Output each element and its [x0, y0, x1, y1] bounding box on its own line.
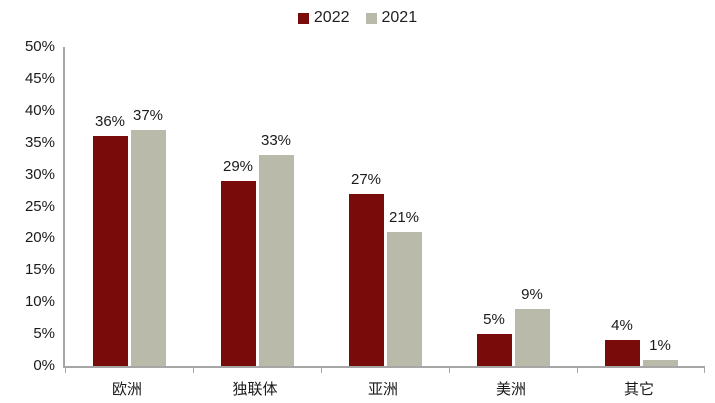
- y-tick-label: 50%: [24, 38, 55, 55]
- category-label-亚洲: 亚洲: [367, 381, 398, 398]
- legend-label: 2022: [313, 9, 350, 26]
- y-tick-label: 45%: [24, 69, 55, 87]
- bar-2021-其它: [642, 359, 678, 366]
- bar-value-label: 27%: [350, 170, 382, 188]
- category-label-独联体: 独联体: [232, 381, 278, 398]
- legend-label: 2021: [381, 9, 418, 26]
- y-tick-label: 35%: [24, 133, 55, 151]
- bar-2022-其它: [604, 340, 640, 366]
- x-axis-tick: [449, 368, 450, 373]
- x-axis-tick: [193, 368, 194, 373]
- y-tick-label: 0%: [33, 357, 55, 374]
- bar-value-label: 1%: [649, 336, 671, 354]
- x-axis-tick: [577, 368, 578, 373]
- bar-2022-独联体: [220, 180, 256, 366]
- x-axis-tick: [321, 368, 322, 373]
- category-label-其它: 其它: [623, 381, 654, 398]
- bar-value-label: 33%: [260, 132, 292, 150]
- legend-item-2021: 2021: [365, 9, 418, 26]
- bar-value-label: 21%: [388, 209, 420, 227]
- bar-value-label: 5%: [483, 311, 505, 329]
- bar-2022-亚洲: [348, 193, 384, 366]
- bar-value-label: 29%: [222, 157, 254, 175]
- bar-2021-独联体: [258, 155, 294, 366]
- y-tick-label: 40%: [24, 101, 55, 119]
- plot-area: 36% 37% 29% 33% 27% 21% 5% 9% 4% 1%: [63, 47, 705, 373]
- bar-value-label: 36%: [94, 113, 126, 131]
- category-label-欧洲: 欧洲: [111, 381, 142, 398]
- legend-item-2022: 2022: [297, 9, 350, 26]
- y-tick-label: 10%: [24, 293, 55, 311]
- y-tick-label: 25%: [24, 197, 55, 215]
- bar-2022-欧洲: [92, 136, 128, 366]
- y-tick-label: 30%: [24, 165, 55, 183]
- bar-value-label: 37%: [132, 106, 164, 124]
- category-label-美洲: 美洲: [495, 381, 526, 398]
- y-tick-label: 5%: [33, 325, 55, 343]
- chart-legend: 2022 2021: [0, 10, 715, 26]
- y-tick-label: 15%: [24, 261, 55, 279]
- bar-2021-亚洲: [386, 232, 422, 366]
- x-axis-tick: [65, 368, 66, 373]
- x-axis-tick: [704, 368, 705, 373]
- bar-2021-欧洲: [130, 129, 166, 366]
- bar-value-label: 9%: [521, 285, 543, 303]
- legend-swatch-icon: [365, 12, 377, 24]
- bar-value-label: 4%: [611, 317, 633, 335]
- bar-2022-美洲: [476, 334, 512, 366]
- y-tick-label: 20%: [24, 229, 55, 247]
- bar-2021-美洲: [514, 308, 550, 366]
- legend-swatch-icon: [297, 12, 309, 24]
